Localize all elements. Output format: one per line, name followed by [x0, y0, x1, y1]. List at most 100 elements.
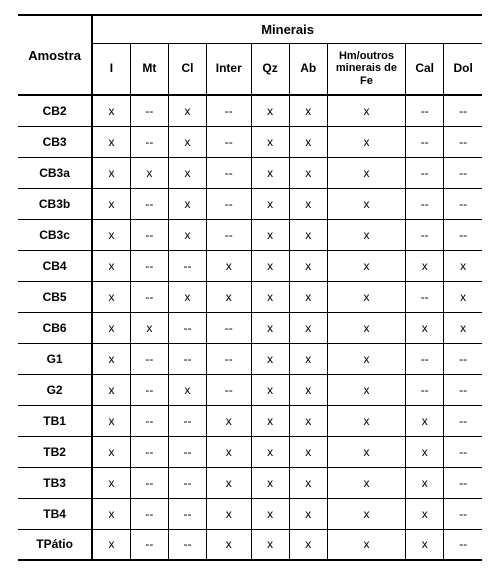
cell: x [251, 188, 289, 219]
cell: x [289, 343, 327, 374]
table-row: TB2x----xxxxx-- [18, 436, 482, 467]
cell: x [327, 405, 405, 436]
cell: x [251, 343, 289, 374]
table-row: TB4x----xxxxx-- [18, 498, 482, 529]
sample-name: CB6 [18, 312, 92, 343]
cell: x [444, 312, 482, 343]
cell: x [327, 219, 405, 250]
group-header-label: Minerais [92, 15, 482, 43]
sample-name: CB2 [18, 95, 92, 126]
table-row: CB3axxx--xxx---- [18, 157, 482, 188]
cell: x [168, 219, 206, 250]
cell: x [251, 498, 289, 529]
cell: -- [444, 405, 482, 436]
col-header-Qz: Qz [251, 43, 289, 95]
cell: x [289, 312, 327, 343]
cell: -- [406, 281, 444, 312]
cell: -- [406, 188, 444, 219]
cell: x [327, 436, 405, 467]
cell: -- [168, 312, 206, 343]
cell: x [92, 157, 130, 188]
table-row: TPátiox----xxxxx-- [18, 529, 482, 560]
cell: x [289, 498, 327, 529]
cell: x [289, 436, 327, 467]
cell: -- [168, 436, 206, 467]
cell: x [207, 467, 251, 498]
cell: -- [168, 498, 206, 529]
row-header-label: Amostra [18, 15, 92, 95]
table-row: G1x------xxx---- [18, 343, 482, 374]
cell: -- [444, 467, 482, 498]
cell: x [207, 529, 251, 560]
cell: -- [444, 126, 482, 157]
cell: -- [130, 467, 168, 498]
cell: -- [444, 157, 482, 188]
cell: -- [207, 374, 251, 405]
cell: x [327, 95, 405, 126]
table-row: TB1x----xxxxx-- [18, 405, 482, 436]
cell: x [289, 405, 327, 436]
table-row: G2x--x--xxx---- [18, 374, 482, 405]
minerals-table: Amostra Minerais I Mt Cl Inter Qz Ab Hm/… [18, 14, 482, 561]
table-row: CB5x--xxxxx--x [18, 281, 482, 312]
table-row: CB4x----xxxxxx [18, 250, 482, 281]
col-header-I: I [92, 43, 130, 95]
cell: x [92, 529, 130, 560]
cell: x [92, 188, 130, 219]
cell: x [251, 405, 289, 436]
cell: x [251, 95, 289, 126]
cell: x [251, 219, 289, 250]
cell: -- [207, 157, 251, 188]
col-header-Ab: Ab [289, 43, 327, 95]
sample-name: TB3 [18, 467, 92, 498]
cell: -- [406, 157, 444, 188]
cell: -- [168, 250, 206, 281]
cell: x [327, 126, 405, 157]
cell: x [168, 188, 206, 219]
table-row: CB3x--x--xxx---- [18, 126, 482, 157]
cell: x [251, 467, 289, 498]
cell: -- [130, 498, 168, 529]
cell: x [289, 219, 327, 250]
cell: -- [207, 343, 251, 374]
cell: -- [444, 219, 482, 250]
cell: x [289, 95, 327, 126]
col-header-Dol: Dol [444, 43, 482, 95]
cell: -- [207, 312, 251, 343]
cell: x [207, 498, 251, 529]
cell: -- [168, 405, 206, 436]
cell: -- [207, 188, 251, 219]
col-header-Cal: Cal [406, 43, 444, 95]
cell: x [130, 312, 168, 343]
cell: x [406, 498, 444, 529]
cell: -- [130, 219, 168, 250]
cell: -- [406, 374, 444, 405]
cell: x [289, 188, 327, 219]
cell: x [327, 250, 405, 281]
cell: x [289, 529, 327, 560]
cell: x [289, 126, 327, 157]
cell: -- [130, 405, 168, 436]
cell: -- [207, 219, 251, 250]
cell: x [289, 157, 327, 188]
cell: x [251, 529, 289, 560]
cell: -- [168, 343, 206, 374]
cell: x [327, 467, 405, 498]
cell: x [406, 436, 444, 467]
cell: x [130, 157, 168, 188]
cell: x [289, 467, 327, 498]
sample-name: CB5 [18, 281, 92, 312]
table-row: CB3bx--x--xxx---- [18, 188, 482, 219]
cell: -- [444, 374, 482, 405]
sample-name: CB4 [18, 250, 92, 281]
cell: x [327, 312, 405, 343]
cell: -- [207, 95, 251, 126]
cell: -- [168, 529, 206, 560]
cell: x [92, 250, 130, 281]
sample-name: G1 [18, 343, 92, 374]
cell: -- [444, 343, 482, 374]
cell: x [327, 498, 405, 529]
cell: x [92, 467, 130, 498]
cell: x [92, 436, 130, 467]
sample-name: TPátio [18, 529, 92, 560]
